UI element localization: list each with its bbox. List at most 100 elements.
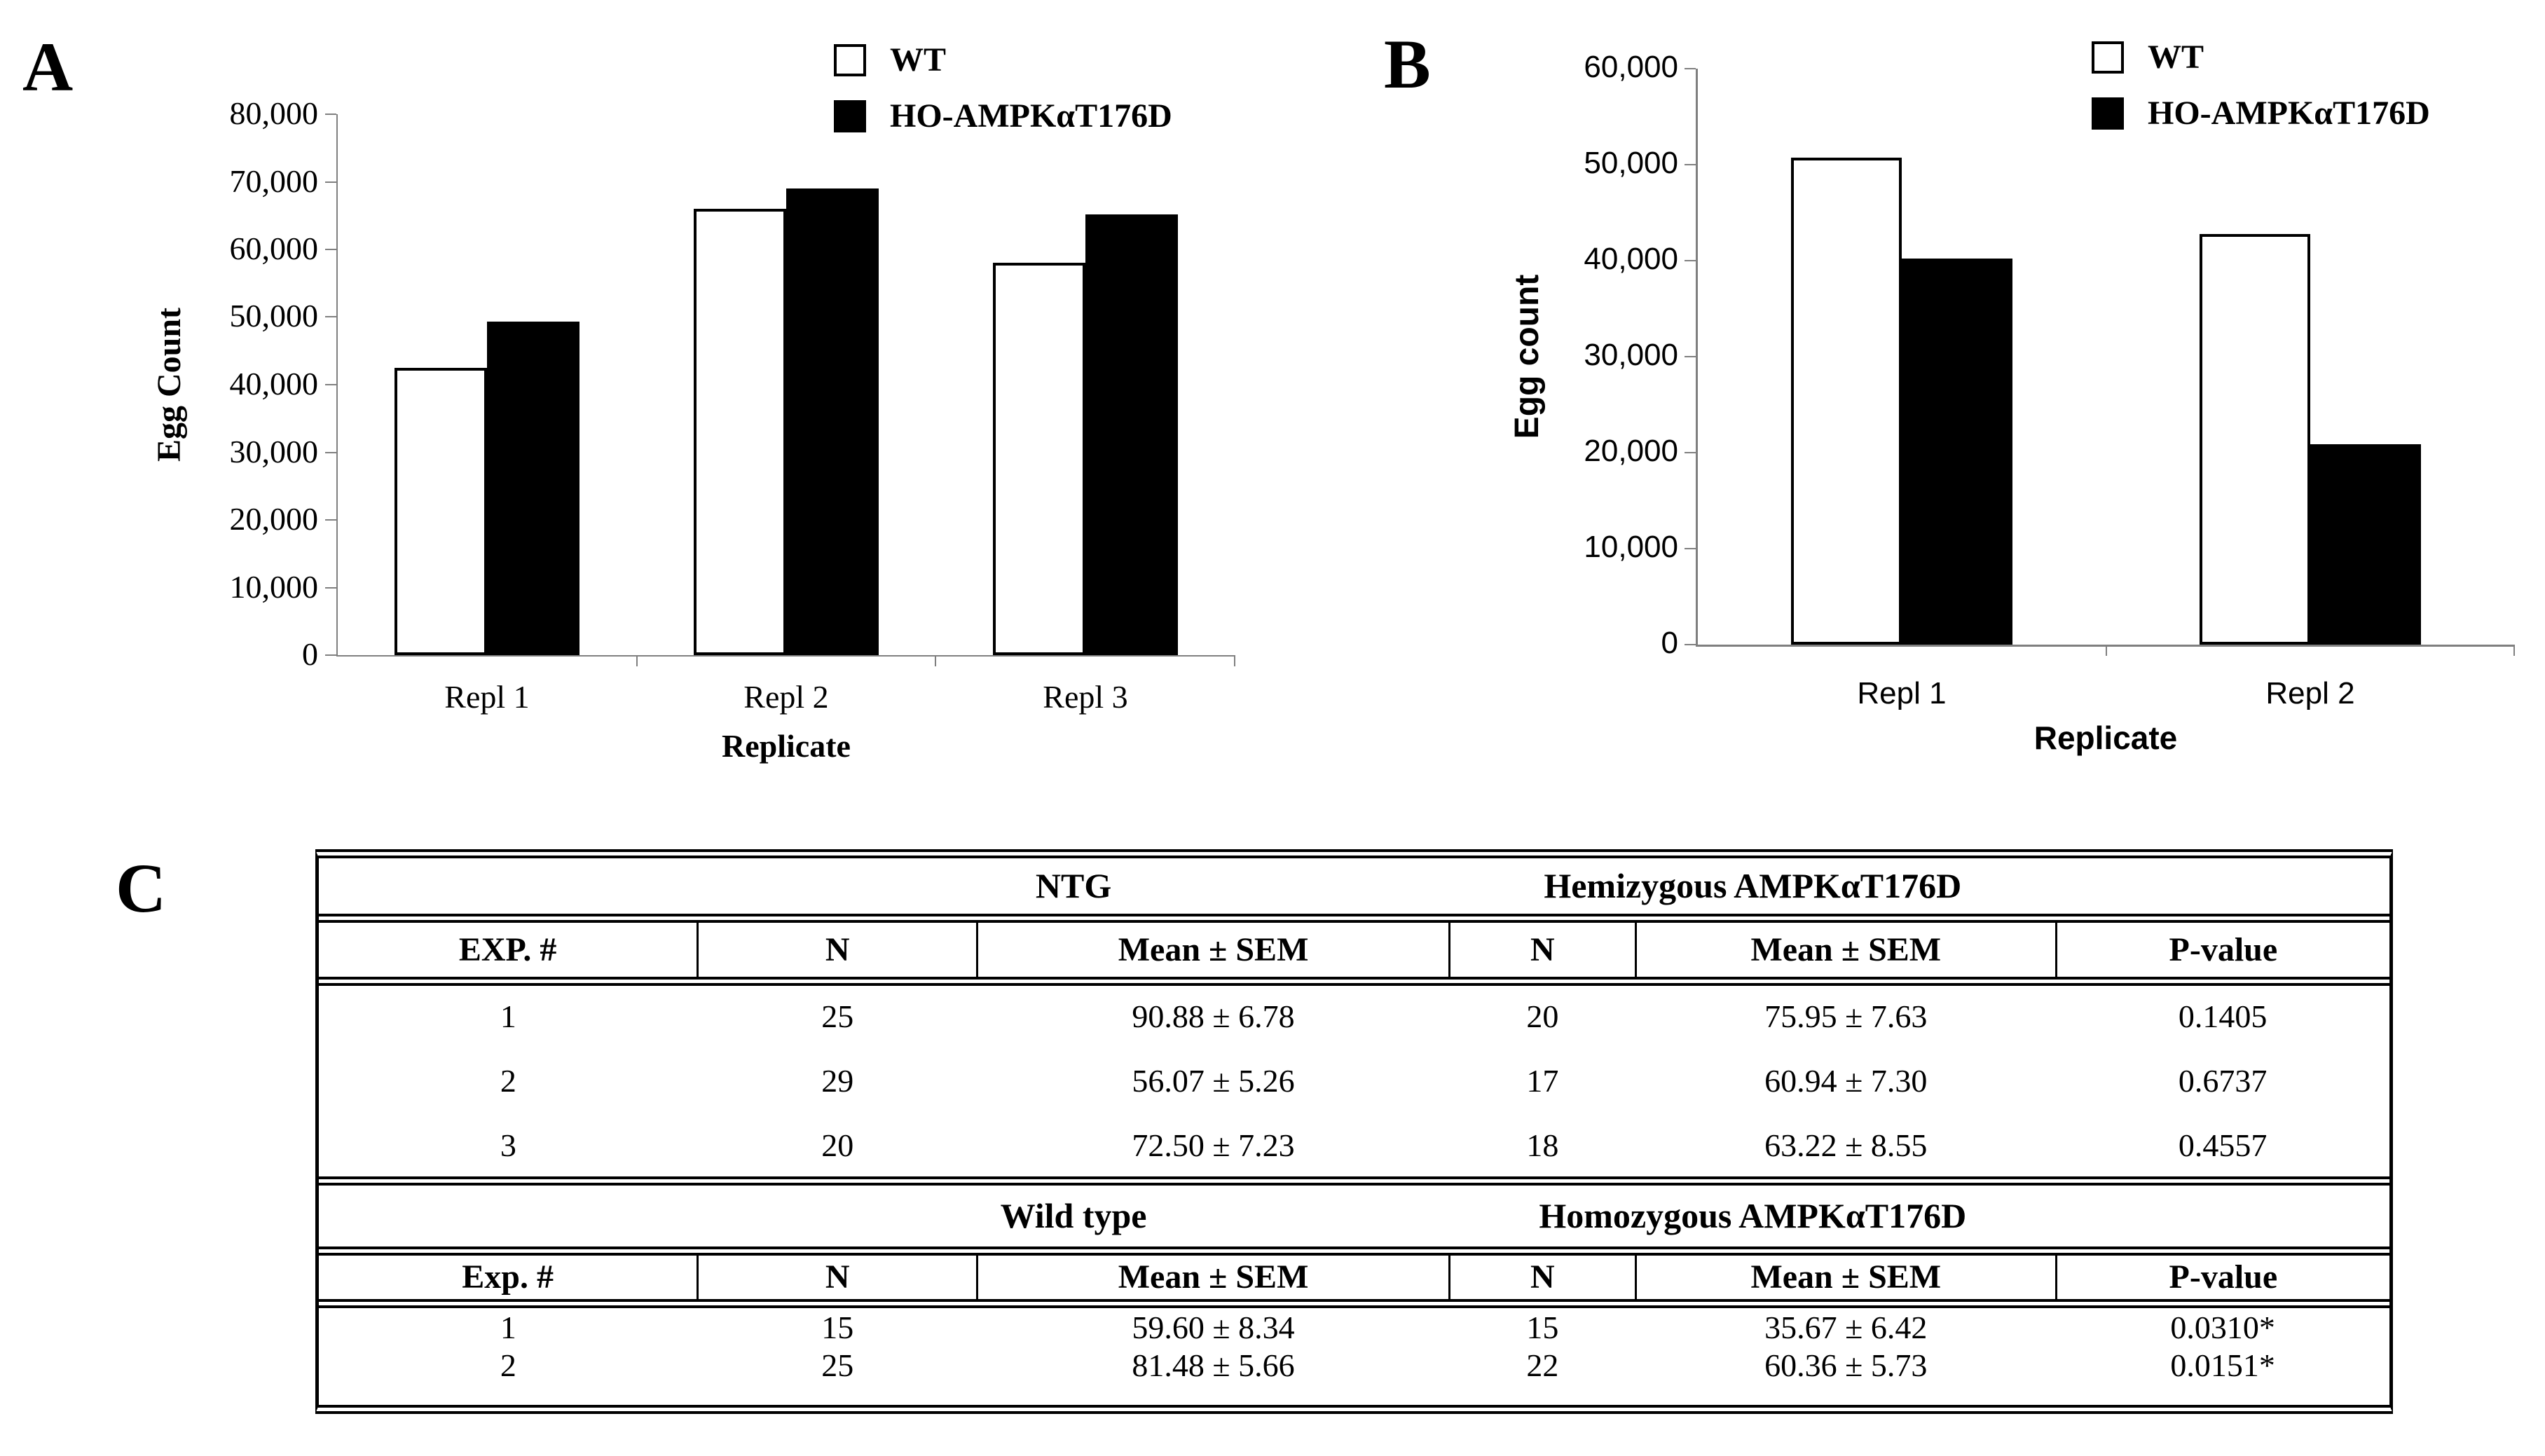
statistics-table-grid: NTG Hemizygous AMPKαT176D EXP. # N Mean ± SE… [319, 858, 2389, 1405]
x-axis-line [1696, 645, 2514, 647]
y-tick [325, 587, 336, 589]
table-data-cell: 1 [500, 998, 516, 1035]
table-header-cell: N [697, 918, 977, 986]
table-header-cell: Mean ± SEM [976, 1251, 1450, 1308]
wt-swatch-icon [2092, 41, 2124, 74]
legend-item-wt: WT [2092, 41, 2430, 74]
table-data-cell: 15 [1526, 1309, 1559, 1345]
y-tick-label: 50,000 [1584, 146, 1678, 180]
panel-a-legend: WT HO-AMPKαT176D [834, 43, 1172, 156]
legend-label-wt: WT [890, 41, 947, 78]
panel-c-letter: C [116, 849, 167, 927]
category-label-repl-2: Repl 2 [2265, 676, 2355, 710]
table-data-cell: 17 [1526, 1063, 1559, 1099]
table-group-header: Hemizygous AMPKαT176D [1449, 858, 2057, 923]
panel-b-letter: B [1384, 25, 1431, 103]
panel-b-legend: WT HO-AMPKαT176D [2092, 41, 2430, 153]
x-tick [2106, 645, 2107, 656]
y-tick-label: 0 [302, 636, 318, 672]
table-data-cell: 72.50 ± 7.23 [1132, 1127, 1295, 1163]
y-tick-label: 50,000 [229, 298, 319, 334]
table-data-cell: 22 [1526, 1347, 1559, 1383]
table-row: 2 25 81.48 ± 5.66 22 60.36 ± 5.73 0.0151* [319, 1347, 2389, 1405]
legend-label-mutant: HO-AMPKαT176D [890, 97, 1172, 135]
table-row: 1 15 59.60 ± 8.34 15 35.67 ± 6.42 0.0310* [319, 1303, 2389, 1347]
y-axis-line [336, 114, 338, 657]
table-row: 3 20 72.50 ± 7.23 18 63.22 ± 8.55 0.4557 [319, 1114, 2389, 1181]
y-tick [325, 452, 336, 453]
y-tick [325, 316, 336, 317]
category-label-repl-1: Repl 1 [1857, 676, 1947, 710]
table-data-cell: 0.6737 [2178, 1063, 2268, 1099]
table-row: 1 25 90.88 ± 6.78 20 75.95 ± 7.63 0.1405 [319, 981, 2389, 1048]
bar-wt-repl-3 [993, 263, 1085, 655]
x-tick [935, 655, 936, 666]
y-tick [325, 114, 336, 115]
table-row: 2 29 56.07 ± 5.26 17 60.94 ± 7.30 0.6737 [319, 1048, 2389, 1114]
y-tick [325, 519, 336, 521]
table-data-cell: 29 [821, 1063, 854, 1099]
wt-swatch-icon [834, 44, 866, 76]
table-header-cell: N [1448, 918, 1636, 986]
table-data-cell: 2 [500, 1063, 516, 1099]
panel-a-letter: A [22, 28, 74, 106]
legend-label-mutant: HO-AMPKαT176D [2148, 95, 2430, 132]
category-label-repl-3: Repl 3 [1043, 679, 1128, 715]
bar-ho-ampk-t176d-repl-3 [1085, 214, 1178, 655]
table-header-row: Exp. # N Mean ± SEM N Mean ± SEM P-value [319, 1251, 2389, 1308]
table-header-cell: P-value [2054, 1251, 2389, 1308]
y-tick [325, 654, 336, 656]
bar-wt-repl-1 [395, 368, 487, 655]
table-header-cell: P-value [2054, 918, 2389, 986]
bar-wt-repl-2 [2200, 234, 2310, 645]
statistics-table: NTG Hemizygous AMPKαT176D EXP. # N Mean ± SE… [315, 849, 2393, 1414]
y-tick [325, 384, 336, 385]
y-tick-label: 80,000 [229, 95, 319, 131]
y-tick-label: 30,000 [229, 434, 319, 469]
table-data-cell: 15 [821, 1309, 854, 1345]
table-group-header: Wild type [697, 1176, 1450, 1256]
y-tick [325, 181, 336, 183]
table-data-cell: 0.0310* [2170, 1309, 2275, 1345]
panel-a-x-axis-title: Replicate [722, 728, 851, 764]
table-data-cell: 63.22 ± 8.55 [1764, 1127, 1928, 1163]
legend-label-wt: WT [2148, 39, 2204, 76]
y-tick [1685, 452, 1696, 453]
table-group-spacer [319, 1176, 698, 1256]
table-header-cell: Mean ± SEM [1634, 1251, 2057, 1308]
table-data-cell: 0.4557 [2178, 1127, 2268, 1163]
table-data-cell: 90.88 ± 6.78 [1132, 998, 1295, 1035]
table-group-header: Homozygous AMPKαT176D [1449, 1176, 2057, 1256]
y-tick-label: 0 [1661, 626, 1678, 660]
y-tick-label: 10,000 [1584, 530, 1678, 564]
legend-item-mutant: HO-AMPKαT176D [834, 99, 1172, 133]
table-header-cell: EXP. # [319, 918, 698, 986]
table-data-cell: 25 [821, 998, 854, 1035]
table-data-cell: 60.36 ± 5.73 [1764, 1347, 1928, 1383]
table-data-cell: 18 [1526, 1127, 1559, 1163]
y-tick-label: 20,000 [1584, 434, 1678, 468]
table-data-cell: 1 [500, 1309, 516, 1345]
table-header-cell: Mean ± SEM [1634, 918, 2057, 986]
panel-b-x-axis-title: Replicate [2033, 720, 2178, 756]
table-data-cell: 35.67 ± 6.42 [1764, 1309, 1928, 1345]
bar-wt-repl-2 [694, 209, 786, 655]
table-data-cell: 60.94 ± 7.30 [1764, 1063, 1928, 1099]
table-data-cell: 59.60 ± 8.34 [1132, 1309, 1295, 1345]
category-label-repl-1: Repl 1 [444, 679, 530, 715]
table-data-cell: 20 [1526, 998, 1559, 1035]
y-tick-label: 30,000 [1584, 338, 1678, 372]
x-tick [1234, 655, 1235, 666]
table-header-cell: Exp. # [319, 1251, 698, 1308]
table-data-cell: 81.48 ± 5.66 [1132, 1347, 1295, 1383]
table-data-cell: 3 [500, 1127, 516, 1163]
table-data-cell: 2 [500, 1347, 516, 1383]
y-tick [1685, 68, 1696, 69]
category-label-repl-2: Repl 2 [743, 679, 829, 715]
x-axis-line [336, 655, 1235, 657]
table-data-cell: 75.95 ± 7.63 [1764, 998, 1928, 1035]
panel-b-y-axis-title: Egg count [1509, 274, 1546, 439]
y-tick [1685, 356, 1696, 357]
table-group-spacer [2056, 1176, 2389, 1256]
table-data-cell: 56.07 ± 5.26 [1132, 1063, 1295, 1099]
